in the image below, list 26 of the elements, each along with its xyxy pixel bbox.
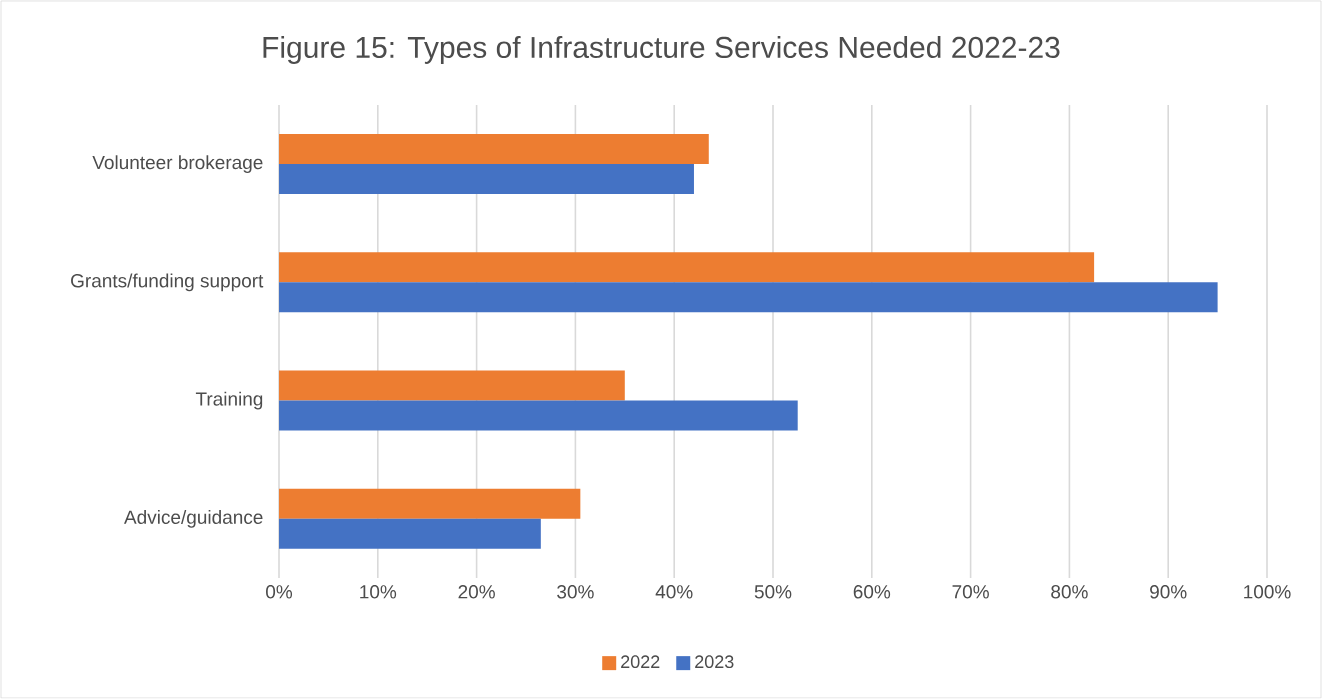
bar <box>279 252 1095 283</box>
bar <box>279 400 798 431</box>
x-tick-label: 0% <box>266 585 293 599</box>
x-tick-label: 90% <box>1150 585 1187 599</box>
bar <box>279 282 1218 313</box>
x-tick-label: 20% <box>458 585 495 599</box>
x-tick-label: 10% <box>360 585 397 599</box>
y-tick-label: Volunteer brokerage <box>92 155 263 173</box>
x-tick-label: 100% <box>1244 585 1291 599</box>
x-tick-label: 40% <box>655 585 693 599</box>
x-tick-label: 30% <box>557 585 594 599</box>
x-tick-label: 60% <box>853 585 891 599</box>
x-tick-label: 80% <box>1051 585 1088 599</box>
legend-label: 2022 <box>621 655 660 669</box>
y-tick-label: Training <box>195 391 263 410</box>
bar <box>279 164 694 195</box>
bar <box>279 134 709 165</box>
bar <box>279 370 625 401</box>
x-tick-label: 70% <box>952 585 989 599</box>
bar <box>279 488 581 519</box>
x-tick-label: 50% <box>754 585 792 599</box>
bar <box>279 518 541 549</box>
chart-title: Figure 15: Types of Infrastructure Services Needed 2022-23 <box>263 36 1060 64</box>
legend-label: 2023 <box>695 655 734 669</box>
y-tick-label: Grants/funding support <box>71 273 264 292</box>
y-tick-label: Advice/guidance <box>124 510 263 528</box>
